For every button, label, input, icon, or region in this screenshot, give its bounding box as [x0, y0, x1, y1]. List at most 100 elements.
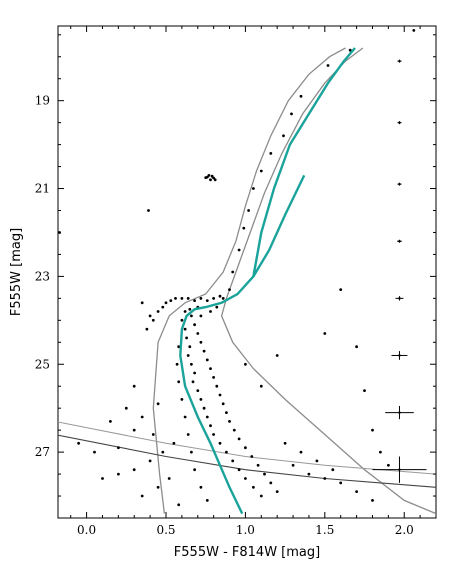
data-point	[117, 446, 120, 450]
x-tick-label: 0.0	[77, 523, 96, 537]
data-point	[209, 310, 212, 313]
data-point	[205, 415, 209, 419]
data-point	[221, 297, 225, 300]
data-point	[190, 362, 193, 366]
data-point	[183, 310, 187, 313]
data-point	[196, 389, 200, 392]
data-point	[275, 354, 279, 357]
error-bar-point	[398, 121, 401, 124]
y-tick-label: 27	[35, 445, 50, 459]
data-point	[323, 332, 327, 335]
data-point	[259, 494, 263, 498]
data-point	[218, 393, 222, 397]
data-point	[299, 94, 303, 98]
data-point	[191, 380, 195, 384]
data-point	[185, 336, 189, 340]
envelope-group	[152, 47, 436, 515]
data-point	[237, 468, 241, 472]
data-point	[256, 463, 260, 467]
data-point	[215, 305, 219, 309]
y-tick-label: 23	[35, 269, 50, 283]
completeness-group	[58, 421, 436, 488]
data-point	[172, 441, 176, 445]
data-point	[244, 362, 247, 366]
data-point	[177, 503, 181, 507]
data-point	[140, 415, 144, 419]
data-point	[315, 459, 319, 463]
data-point	[205, 299, 209, 302]
data-point	[209, 178, 212, 182]
data-point	[132, 468, 136, 472]
data-point	[175, 362, 179, 366]
isochrone-group	[179, 47, 356, 515]
data-point	[199, 398, 203, 401]
data-point	[231, 459, 235, 463]
data-point	[161, 450, 165, 454]
envelope-red-line	[220, 47, 436, 515]
data-point	[147, 209, 150, 212]
data-point	[151, 318, 155, 322]
data-point	[196, 332, 200, 335]
data-point	[242, 226, 246, 230]
x-tick-label: 0.5	[156, 523, 175, 537]
data-point	[132, 384, 136, 388]
data-point	[202, 406, 206, 410]
data-point	[355, 490, 358, 493]
data-point	[212, 176, 216, 180]
error-bar-point	[398, 297, 401, 300]
data-point	[326, 64, 330, 67]
data-point	[145, 327, 149, 331]
data-point	[218, 441, 222, 445]
y-tick-label: 19	[35, 94, 50, 108]
completeness-line-2	[58, 421, 436, 475]
data-point	[371, 499, 374, 502]
y-axis-title: F555W [mag]	[9, 228, 24, 316]
data-point	[263, 472, 266, 476]
data-point	[218, 294, 222, 298]
data-point	[183, 415, 187, 419]
x-tick-label: 1.5	[315, 523, 334, 537]
data-point	[371, 428, 374, 432]
data-point	[193, 468, 197, 472]
data-point	[348, 48, 352, 52]
data-point	[259, 384, 263, 388]
data-point	[228, 420, 231, 423]
data-point	[156, 485, 160, 489]
data-point	[290, 112, 293, 116]
data-point	[269, 152, 273, 155]
data-point	[77, 441, 80, 445]
data-point	[169, 299, 173, 302]
data-point	[212, 376, 216, 379]
data-point	[355, 345, 358, 349]
data-point	[186, 433, 190, 436]
data-point	[307, 472, 311, 476]
data-point	[93, 450, 96, 454]
data-point	[117, 472, 120, 476]
data-point	[132, 428, 136, 432]
data-point	[205, 358, 209, 362]
data-point	[124, 406, 128, 410]
data-point	[215, 384, 219, 388]
data-point	[156, 402, 160, 406]
data-point	[252, 187, 255, 190]
data-point	[199, 340, 203, 344]
data-point	[250, 455, 254, 458]
data-point	[363, 389, 366, 392]
x-tick-label: 2.0	[395, 523, 414, 537]
data-point	[244, 446, 247, 450]
error-bar-point	[398, 240, 401, 243]
data-point	[180, 398, 184, 401]
x-tick-label: 1.0	[236, 523, 255, 537]
y-tick-label: 25	[35, 357, 50, 371]
data-point	[299, 450, 303, 454]
data-point	[291, 463, 295, 467]
data-point	[269, 481, 273, 485]
data-point	[412, 29, 416, 32]
data-point	[205, 499, 209, 502]
data-point	[209, 367, 212, 370]
data-point	[190, 450, 193, 454]
data-point	[109, 420, 112, 423]
points-group	[58, 29, 416, 507]
data-point	[221, 402, 225, 406]
